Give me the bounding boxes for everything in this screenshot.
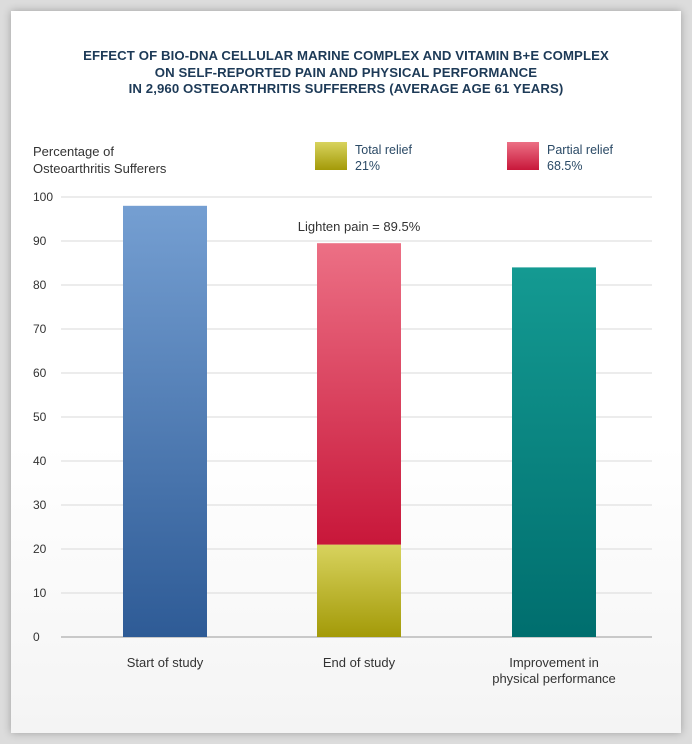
x-category-label-1-line-0: End of study — [323, 655, 396, 670]
x-category-label-0-line-0: Start of study — [127, 655, 204, 670]
legend-label-partial-relief: Partial relief — [547, 143, 613, 157]
legend-item-partial-relief: Partial relief 68.5% — [507, 142, 613, 174]
y-axis-label-line-2: Osteoarthritis Sufferers — [33, 161, 167, 176]
y-tick-label-0: 0 — [33, 630, 40, 644]
legend-swatch-partial-relief — [507, 142, 539, 170]
y-tick-label-80: 80 — [33, 278, 47, 292]
y-tick-label-50: 50 — [33, 410, 47, 424]
y-tick-label-20: 20 — [33, 542, 47, 556]
chart-title: EFFECT OF BIO-DNA CELLULAR MARINE COMPLE… — [11, 48, 681, 98]
y-tick-label-40: 40 — [33, 454, 47, 468]
y-tick-label-30: 30 — [33, 498, 47, 512]
bar-1-partial-relief — [317, 243, 401, 545]
bar-1-total-label: Lighten pain = 89.5% — [298, 219, 421, 234]
x-category-label-2-line-1: physical performance — [492, 671, 616, 686]
legend-swatch-total-relief — [315, 142, 347, 170]
bar-0-value — [123, 205, 207, 638]
y-tick-label-60: 60 — [33, 366, 47, 380]
chart-title-line-3: IN 2,960 OSTEOARTHRITIS SUFFERERS (AVERA… — [128, 81, 564, 96]
chart-title-line-1: EFFECT OF BIO-DNA CELLULAR MARINE COMPLE… — [83, 48, 609, 63]
y-tick-label-90: 90 — [33, 234, 47, 248]
bar-1-total-relief — [317, 544, 401, 637]
y-axis-label-line-1: Percentage of — [33, 144, 114, 159]
bar-chart: 0 10 20 30 40 50 60 70 80 90 100 Lighten pain = 89.… — [33, 190, 652, 686]
chart-title-line-2: ON SELF-REPORTED PAIN AND PHYSICAL PERFO… — [154, 64, 538, 80]
legend-item-total-relief: Total relief 21% — [315, 142, 412, 174]
legend-value-total-relief: 21% — [355, 159, 381, 173]
legend-value-partial-relief: 68.5% — [547, 159, 583, 173]
y-tick-label-70: 70 — [33, 322, 47, 336]
legend-label-total-relief: Total relief — [355, 143, 412, 157]
x-category-label-2-line-0: Improvement in — [509, 655, 599, 670]
y-tick-label-10: 10 — [33, 586, 47, 600]
chart-card: EFFECT OF BIO-DNA CELLULAR MARINE COMPLE… — [11, 11, 681, 733]
y-tick-label-100: 100 — [33, 190, 53, 204]
bar-2-value — [512, 267, 596, 637]
y-axis-label: Percentage of Osteoarthritis Sufferers — [33, 143, 166, 177]
